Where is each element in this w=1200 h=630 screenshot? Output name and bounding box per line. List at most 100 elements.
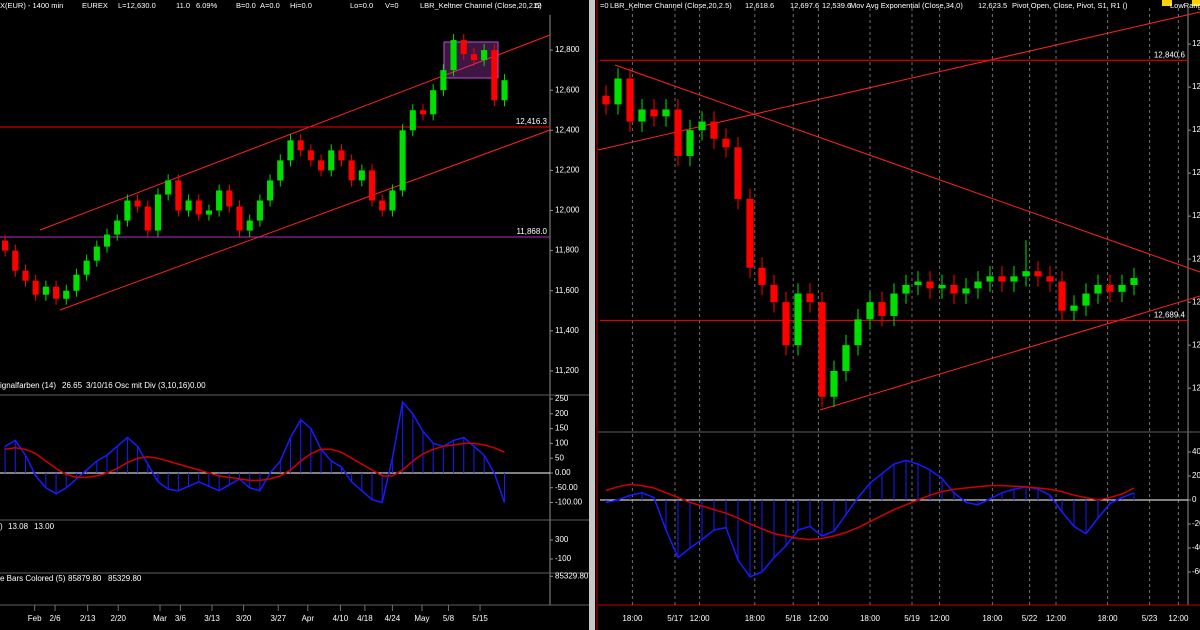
candle-body	[950, 284, 958, 294]
candle-body	[307, 150, 314, 161]
header-text: 12,539.6	[822, 1, 851, 10]
candle-body	[614, 78, 622, 105]
candle-body	[134, 200, 141, 207]
x-tick-label: 3/6	[175, 614, 187, 623]
candle-body	[53, 286, 60, 299]
header-text: X(EUR) - 1400 min	[0, 1, 63, 10]
candle-body	[185, 200, 192, 211]
candle-body	[379, 200, 386, 211]
candle-body	[368, 170, 376, 201]
level-label: 11,868.0	[516, 227, 547, 236]
candle-body	[277, 160, 284, 181]
candle-body	[686, 130, 694, 156]
candle-body	[698, 121, 706, 131]
candle-body	[1058, 281, 1066, 311]
x-tick-label: Feb	[28, 614, 42, 623]
candle-body	[770, 284, 778, 303]
x-tick-label: 5/23	[1142, 614, 1158, 623]
x-tick-label: 12:00	[1168, 614, 1189, 623]
candle-body	[806, 293, 814, 303]
x-tick-label: 18:00	[982, 614, 1003, 623]
y-tick-label: 12,400	[555, 125, 580, 134]
x-tick-label: 18:00	[622, 614, 643, 623]
y-tick-label: -400	[1192, 543, 1200, 552]
candle-body	[338, 150, 345, 161]
candle-body	[297, 140, 304, 151]
candle-body	[22, 270, 29, 281]
candle-body	[746, 198, 754, 268]
y-tick-label: 300	[555, 535, 569, 544]
candle-body	[440, 70, 447, 91]
window-button[interactable]	[1162, 0, 1172, 6]
candle-body	[348, 160, 355, 181]
level-label: 12,840.6	[1154, 50, 1186, 59]
y-tick-label: 12,725	[1192, 254, 1200, 263]
panel-header: 0.00	[190, 381, 206, 390]
x-tick-label: 5/15	[472, 614, 488, 623]
candle-body	[501, 80, 508, 101]
panel-header: ignalfarben (14)	[0, 381, 56, 390]
y-tick-label: -50.00	[555, 483, 578, 492]
x-tick-label: 18:00	[860, 614, 881, 623]
candle-body	[175, 180, 182, 211]
x-tick-label: 3/27	[270, 614, 286, 623]
y-tick-label: 400	[1192, 447, 1200, 456]
candle-body	[998, 276, 1006, 282]
candle-body	[450, 40, 457, 71]
trendline	[39, 34, 551, 231]
candle-body	[650, 109, 658, 117]
candle-body	[491, 50, 498, 101]
candle-body	[1094, 284, 1102, 294]
header-text: 6.09%	[196, 1, 218, 10]
candle-body	[460, 40, 467, 55]
candle-body	[93, 246, 100, 261]
candle-body	[758, 267, 766, 285]
x-tick-label: 4/18	[357, 614, 373, 623]
candle-body	[32, 280, 39, 295]
x-tick-label: 3/13	[204, 614, 220, 623]
candle-body	[73, 274, 80, 291]
header-text: Pivot Open, Close, Pivot, S1, R1 ()	[1012, 1, 1128, 10]
candle-body	[1082, 293, 1090, 306]
candle-body	[842, 345, 850, 371]
candle-body	[318, 160, 325, 171]
candle-body	[42, 286, 49, 295]
candle-body	[1046, 276, 1054, 282]
candle-body	[216, 190, 223, 211]
x-tick-label: 2/13	[80, 614, 96, 623]
candle-body	[2, 240, 9, 251]
y-tick-label: 11,600	[555, 286, 579, 295]
x-tick-label: 3/20	[236, 614, 252, 623]
candle-body	[1118, 284, 1126, 292]
candle-body	[854, 319, 862, 346]
window-button[interactable]	[1192, 0, 1200, 6]
candle-body	[358, 170, 365, 181]
header-text: 12	[533, 1, 541, 10]
x-tick-label: Mar	[153, 614, 167, 623]
y-tick-label: 12,700	[1192, 297, 1200, 306]
y-tick-label: 0.00	[555, 468, 571, 477]
y-tick-label: 11,200	[555, 366, 579, 375]
y-tick-label: 100	[555, 438, 569, 447]
x-tick-label: 12:00	[1046, 614, 1067, 623]
candle-body	[226, 190, 233, 207]
candle-body	[399, 130, 406, 191]
trendline	[614, 64, 1200, 273]
indicator-line	[4, 400, 506, 504]
candle-body	[902, 284, 910, 294]
candle-body	[974, 281, 982, 289]
x-tick-label: May	[414, 614, 429, 623]
candle-body	[419, 110, 427, 115]
x-tick-label: 18:00	[745, 614, 766, 623]
panel-header: 13.08	[8, 522, 29, 531]
candle-body	[866, 302, 874, 320]
x-tick-label: 5/19	[904, 614, 920, 623]
candle-body	[328, 150, 335, 171]
x-tick-label: Apr	[302, 614, 315, 623]
y-tick-label: 0	[1192, 495, 1197, 504]
candle-body	[878, 302, 886, 316]
candle-body	[818, 302, 826, 397]
